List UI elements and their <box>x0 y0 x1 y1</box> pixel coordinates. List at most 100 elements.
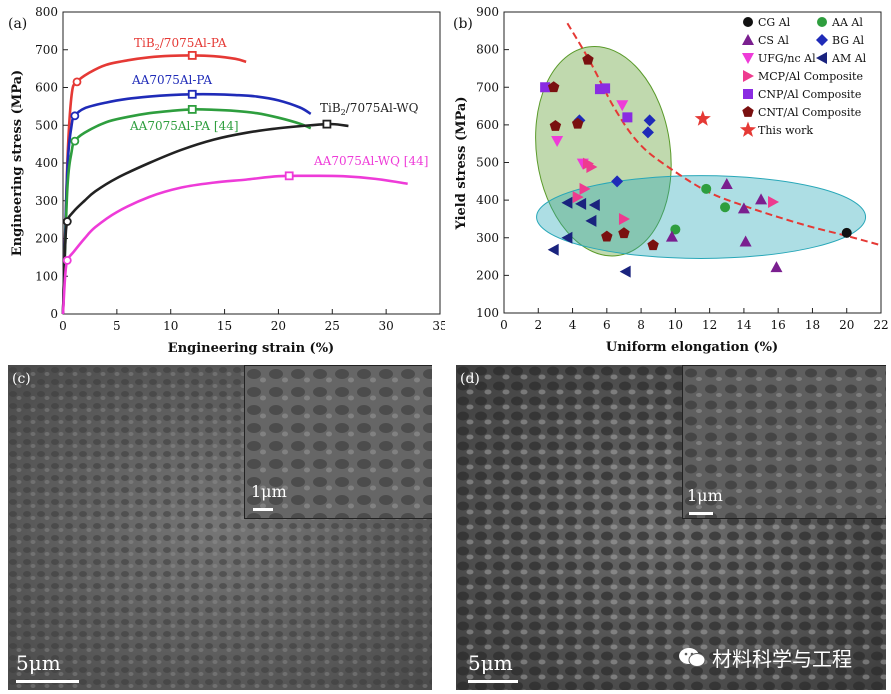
legend-aa7075-wq-44: AA7075Al-WQ [44] <box>313 154 428 168</box>
legend-label: BG Al <box>832 34 865 47</box>
x-tick-label-a: 5 <box>113 319 121 333</box>
y-tick-label-b: 900 <box>476 5 499 19</box>
data-point-triangle-up <box>739 235 752 247</box>
data-point-circle <box>841 227 852 238</box>
panel-c-inset: 1μm <box>244 365 432 519</box>
ultimate-point-blue <box>187 89 197 99</box>
panel-c-sem-image: (c) 1μm 5μm <box>8 365 432 690</box>
watermark: 材料科学与工程 <box>678 643 852 672</box>
data-point-circle <box>670 224 681 235</box>
data-point-triangle-up <box>720 177 733 189</box>
x-axis-label-a: Engineering strain (%) <box>168 341 334 356</box>
x-tick-label-b: 6 <box>603 318 611 332</box>
ultimate-point-red <box>187 51 197 60</box>
x-tick-label-b: 8 <box>637 318 645 332</box>
x-tick-label-b: 14 <box>736 318 752 332</box>
panel-d-inset-scale-label: 1μm <box>687 486 723 505</box>
data-point-triangle-right <box>586 161 598 174</box>
panel-b-label: (b) <box>453 16 473 32</box>
y-tick-label-a: 800 <box>35 5 58 19</box>
data-point-triangle-left <box>619 265 631 278</box>
legend-label: AM Al <box>831 52 867 65</box>
panel-b-chart: (b) 0 2 4 6 8 10 12 14 16 18 20 22 100 200 300 400 500 60… <box>453 5 889 355</box>
data-point-triangle-down <box>551 136 564 148</box>
panel-d-scale-bar <box>468 680 518 683</box>
legend-marker-pentagon <box>742 106 754 117</box>
legend-label: CS Al <box>758 34 789 47</box>
legend-marker-circle <box>743 17 753 27</box>
y-tick-label-a: 300 <box>35 194 58 208</box>
data-point-pentagon <box>582 53 594 65</box>
y-tick-label-b: 100 <box>476 306 499 320</box>
data-point-triangle-left <box>547 243 559 256</box>
data-point-square <box>622 112 633 123</box>
data-point-triangle-right <box>572 191 584 204</box>
legend-label: This work <box>758 124 813 137</box>
legend-marker-square <box>743 89 753 99</box>
y-tick-label-a: 200 <box>35 232 58 246</box>
legend-marker-triangle-up <box>742 34 754 45</box>
ultimate-point-green <box>187 104 197 114</box>
yield-point-blue <box>70 111 80 121</box>
panel-d-inset-scale-bar <box>689 512 713 515</box>
legend-tib2-pa: TiB2/7075Al-PA <box>134 36 227 52</box>
data-point-triangle-right <box>768 196 780 209</box>
data-point-square <box>540 82 551 93</box>
legend-marker-triangle-down <box>742 53 754 64</box>
yield-point-magenta <box>62 255 72 265</box>
data-point-triangle-right <box>618 212 630 225</box>
series-line-magenta <box>61 174 408 315</box>
data-point-square <box>594 84 605 95</box>
x-tick-label-a: 35 <box>432 319 445 333</box>
y-tick-label-a: 600 <box>35 81 58 95</box>
legend-label: CNP/Al Composite <box>758 88 861 101</box>
yield-point-green <box>70 136 80 146</box>
y-tick-label-b: 200 <box>476 268 499 282</box>
data-point-pentagon <box>571 117 584 129</box>
x-tick-label-b: 10 <box>668 318 683 332</box>
x-tick-label-a: 25 <box>325 319 340 333</box>
data-point-star <box>694 110 711 126</box>
x-tick-label-b: 4 <box>569 318 577 332</box>
x-tick-label-a: 20 <box>271 319 286 333</box>
y-tick-label-b: 700 <box>476 80 499 94</box>
y-tick-label-b: 600 <box>476 118 499 132</box>
ultimate-point-black <box>322 119 332 129</box>
series-line-green <box>61 108 312 315</box>
panel-a-label: (a) <box>8 16 27 32</box>
x-tick-label-a: 10 <box>163 319 178 333</box>
legend-label: CG Al <box>758 16 791 29</box>
panel-c-inset-scale-label: 1μm <box>251 482 287 501</box>
data-point-square <box>600 83 611 94</box>
panel-a-chart: (a) 0 5 10 15 20 25 30 35 0 100 200 300 400 500 600 700… <box>8 5 445 356</box>
x-tick-label-b: 2 <box>534 318 542 332</box>
panel-c-label: (c) <box>12 371 31 387</box>
y-axis-label-b: Yield stress (MPa) <box>454 97 469 231</box>
legend-label: CNT/Al Composite <box>758 106 861 119</box>
y-tick-label-a: 700 <box>35 43 58 57</box>
data-point-diamond <box>641 126 654 139</box>
x-tick-label-b: 16 <box>771 318 786 332</box>
data-point-pentagon <box>601 230 613 242</box>
panel-c-scale-bar <box>16 680 79 683</box>
legend-tib2-wq: TiB2/7075Al-WQ <box>320 101 419 117</box>
y-tick-label-a: 400 <box>35 156 58 170</box>
legend-aa7075-pa: AA7075Al-PA <box>131 73 212 87</box>
series-line-blue <box>61 92 312 315</box>
x-tick-label-a: 15 <box>217 319 232 333</box>
x-tick-label-b: 18 <box>805 318 820 332</box>
data-point-triangle-left <box>588 199 600 212</box>
data-point-triangle-down <box>616 100 629 112</box>
series-line-red <box>61 54 247 315</box>
panel-d-sem-image: (d) 1μm 5μm 材料科学与工程 <box>456 365 886 690</box>
legend-aa7075-pa-44: AA7075Al-PA [44] <box>129 119 239 133</box>
y-tick-label-a: 0 <box>50 307 58 321</box>
aluminum-region <box>536 175 867 259</box>
legend-marker-star <box>739 121 757 137</box>
x-tick-label-b: 0 <box>500 318 508 332</box>
panel-d-label: (d) <box>460 371 480 387</box>
data-point-triangle-left <box>561 231 573 244</box>
y-axis-label-a: Engineering stress (MPa) <box>10 70 25 256</box>
wechat-icon <box>679 647 706 667</box>
legend-label: MCP/Al Composite <box>758 70 863 83</box>
